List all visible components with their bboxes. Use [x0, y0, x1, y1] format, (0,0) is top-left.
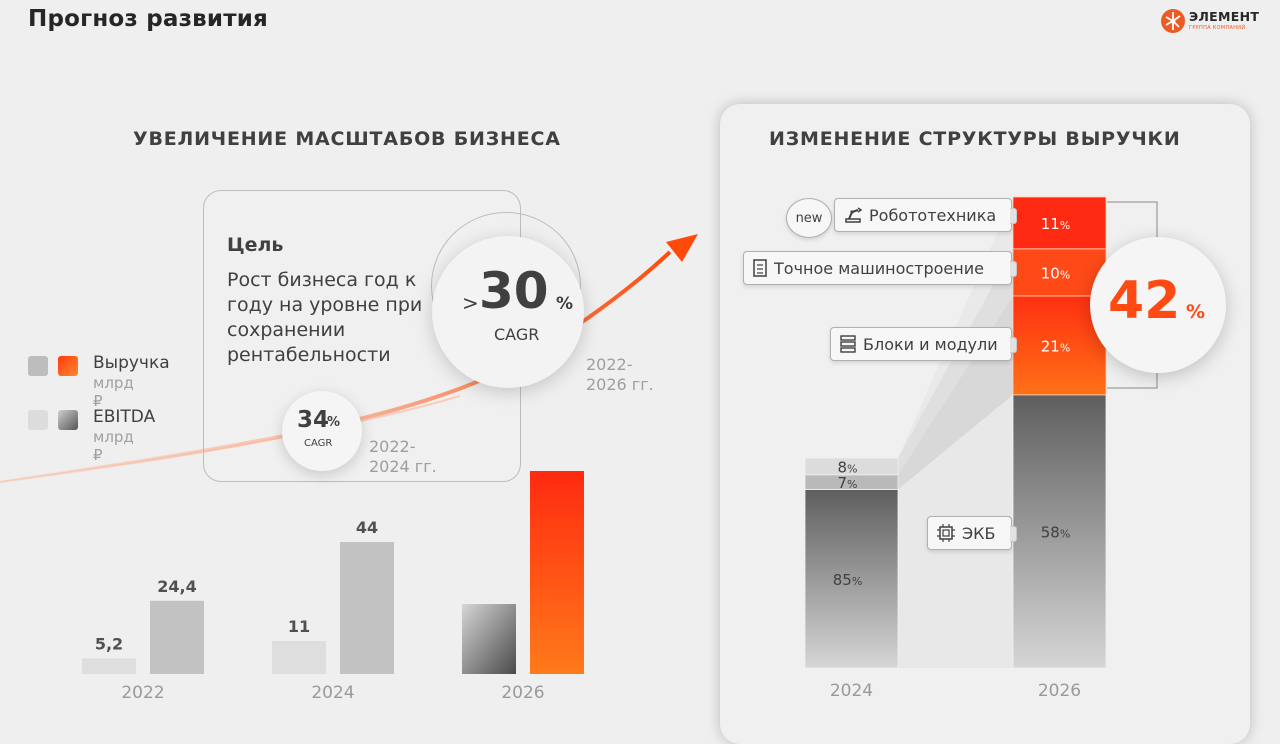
goal-title: Цель	[227, 234, 284, 256]
label-robotics-text: Робототехника	[869, 205, 997, 225]
new-share-value: 42	[1108, 271, 1181, 331]
year-label-2022: 2022	[121, 683, 164, 703]
new-share-badge: 42 %	[1090, 237, 1226, 373]
cagr-big-prefix: >	[462, 291, 479, 315]
segment-label-2026-0: 58%	[1041, 523, 1071, 541]
segment-2026-0	[1012, 394, 1107, 669]
legend-revenue-unit: млрд ₽	[93, 374, 134, 410]
cagr-small-value: 34	[297, 407, 330, 433]
label-blocks: Блоки и модули	[830, 327, 1017, 361]
cagr-small-label: CAGR	[304, 438, 333, 449]
legend-ebitda-swatch-dark	[58, 410, 78, 430]
revenue-bar-2026	[530, 471, 584, 674]
segment-label-2026-1: 21%	[1041, 337, 1071, 355]
right-heading: ИЗМЕНЕНИЕ СТРУКТУРЫ ВЫРУЧКИ	[769, 128, 1181, 150]
new-badge: new	[786, 198, 832, 238]
machine-icon	[753, 259, 767, 277]
ebitda-value-2022: 5,2	[95, 634, 123, 653]
year-label-2026: 2026	[501, 683, 544, 703]
segment-2026-3	[1012, 196, 1107, 250]
cagr-small-unit: %	[327, 415, 341, 430]
segment-2024-0	[804, 489, 899, 669]
new-share-unit: %	[1186, 301, 1206, 323]
segment-2024-2	[804, 457, 899, 476]
company-logo: ЭЛЕМЕНТ ГРУППА КОМПАНИЙ	[1160, 8, 1260, 38]
element-logo-icon	[1161, 9, 1185, 33]
logo-name: ЭЛЕМЕНТ	[1189, 9, 1260, 24]
robot-arm-icon	[845, 207, 863, 223]
legend-revenue-swatch-orange	[58, 356, 78, 376]
ebitda-bar-2024	[272, 641, 326, 674]
ebitda-bar-2022	[82, 658, 136, 674]
segment-label-2026-2: 10%	[1041, 264, 1071, 282]
goal-text: Рост бизнеса год к году на уровне при со…	[227, 269, 423, 366]
revenue-bar-2024	[340, 542, 394, 674]
legend-ebitda-label: EBITDA	[93, 407, 156, 427]
segment-label-2026-3: 11%	[1041, 215, 1071, 233]
cagr-big-period: 2022- 2026 гг.	[586, 355, 654, 394]
segment-label-2024-0: 85%	[833, 571, 863, 589]
structure-year-2024: 2024	[830, 681, 873, 701]
ebitda-value-2024: 11	[288, 617, 310, 636]
server-blocks-icon	[840, 335, 856, 353]
growth-arrow	[0, 234, 698, 484]
cagr-small-period: 2022- 2024 гг.	[369, 437, 437, 476]
year-label-2024: 2024	[311, 683, 354, 703]
cagr-small-badge: 34 % CAGR	[282, 391, 362, 471]
cagr-big-unit: %	[556, 294, 574, 314]
logo-subtitle: ГРУППА КОМПАНИЙ	[1189, 25, 1246, 31]
legend-revenue-swatch-gray	[28, 356, 48, 376]
label-blocks-text: Блоки и модули	[863, 334, 998, 354]
revenue-value-2024: 44	[356, 518, 378, 537]
revenue-value-2022: 24,4	[157, 577, 196, 596]
legend-ebitda-unit: млрд ₽	[93, 428, 134, 464]
flow-area-2	[898, 248, 1013, 475]
label-ekb-text: ЭКБ	[962, 523, 996, 543]
revenue-ebitda-chart: 5,2 24,4 2022 11 44 2024 2026	[82, 471, 584, 703]
revenue-bar-2022	[150, 600, 204, 674]
cagr-big-badge: > 30 % CAGR	[432, 236, 584, 388]
label-robotics: Робототехника	[834, 198, 1017, 232]
structure-year-2026: 2026	[1038, 681, 1081, 701]
legend-ebitda-swatch-light	[28, 410, 48, 430]
ebitda-bar-2026	[462, 604, 516, 674]
arrow-head	[666, 234, 698, 262]
label-ekb: ЭКБ	[927, 516, 1017, 550]
chip-icon	[937, 524, 955, 542]
segment-label-2024-2: 8%	[838, 458, 858, 476]
label-machining-text: Точное машиностроение	[774, 258, 984, 278]
legend-revenue-label: Выручка	[93, 353, 170, 373]
left-heading: УВЕЛИЧЕНИЕ МАСШТАБОВ БИЗНЕСА	[133, 128, 561, 150]
cagr-big-label: CAGR	[494, 325, 540, 344]
page-title: Прогноз развития	[28, 6, 269, 32]
segment-label-2024-1: 7%	[838, 474, 858, 492]
cagr-big-value: 30	[479, 262, 549, 320]
label-machining: Точное машиностроение	[743, 251, 1017, 285]
